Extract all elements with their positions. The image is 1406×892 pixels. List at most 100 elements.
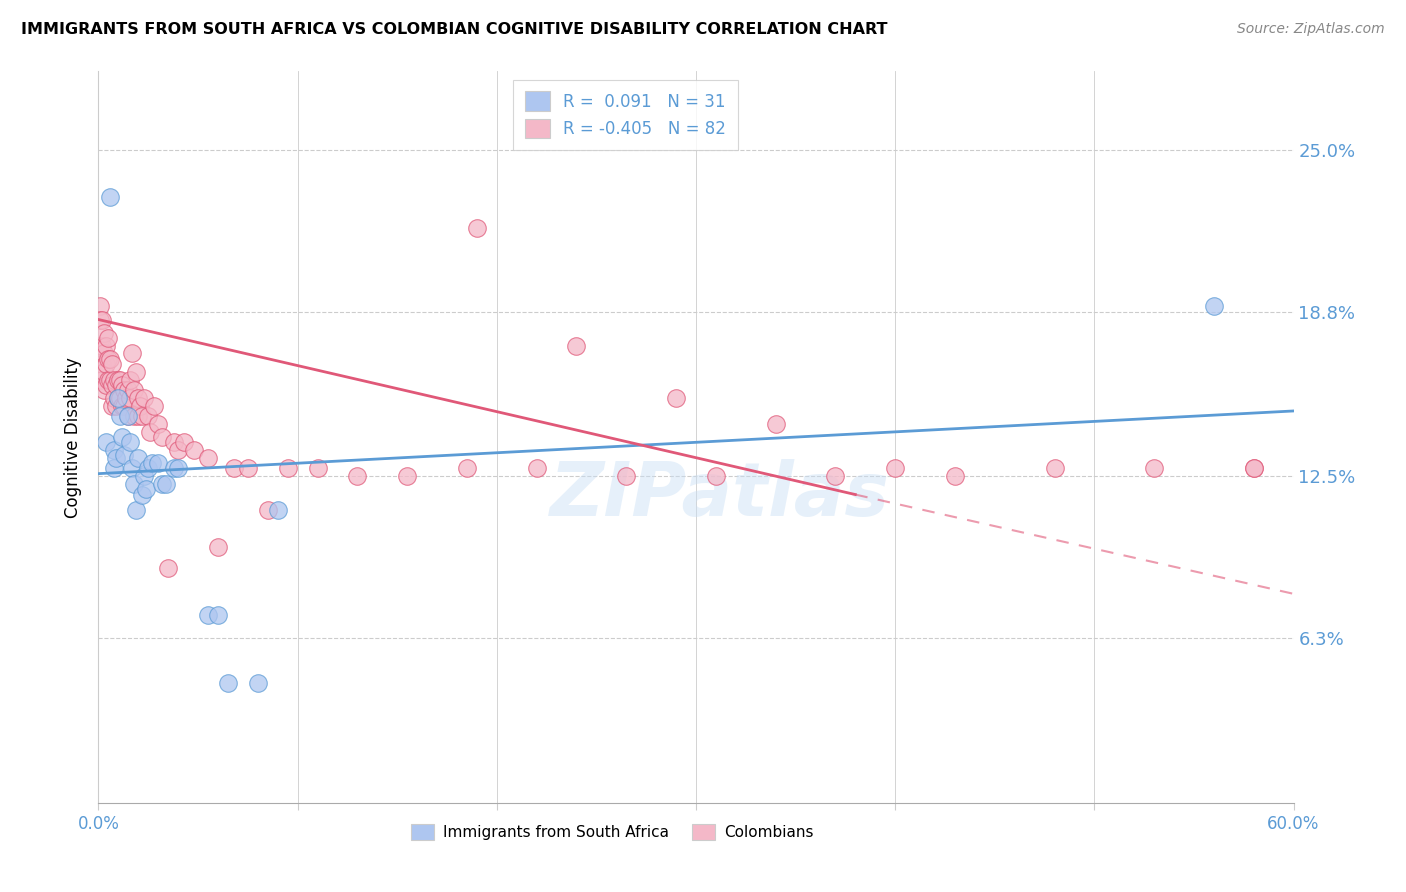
Point — [125, 503, 148, 517]
Point — [93, 346, 115, 360]
Point — [824, 469, 846, 483]
Point — [124, 477, 146, 491]
Point — [222, 461, 245, 475]
Point — [96, 357, 118, 371]
Point — [134, 469, 156, 483]
Point — [665, 391, 688, 405]
Point — [121, 461, 143, 475]
Point — [112, 383, 135, 397]
Point — [117, 409, 139, 424]
Text: ZIPatlas: ZIPatlas — [550, 459, 890, 533]
Point — [96, 339, 118, 353]
Point — [105, 377, 128, 392]
Point — [93, 365, 115, 379]
Point — [139, 425, 162, 439]
Point — [91, 357, 114, 371]
Point — [246, 675, 269, 690]
Point — [91, 373, 114, 387]
Point — [150, 477, 173, 491]
Point — [1202, 300, 1225, 314]
Point — [103, 461, 125, 475]
Point — [89, 300, 111, 314]
Point — [167, 461, 190, 475]
Point — [110, 409, 132, 424]
Point — [1243, 461, 1265, 475]
Point — [101, 399, 124, 413]
Point — [526, 461, 548, 475]
Point — [107, 391, 129, 405]
Point — [98, 190, 122, 204]
Point — [107, 373, 129, 387]
Point — [346, 469, 368, 483]
Point — [207, 540, 229, 554]
Point — [565, 339, 588, 353]
Point — [111, 399, 134, 413]
Point — [89, 312, 111, 326]
Point — [1243, 461, 1265, 475]
Point — [197, 450, 219, 465]
Point — [97, 331, 120, 345]
Point — [101, 377, 124, 392]
Point — [173, 435, 195, 450]
Legend: Immigrants from South Africa, Colombians: Immigrants from South Africa, Colombians — [405, 817, 820, 847]
Point — [765, 417, 787, 431]
Point — [89, 339, 111, 353]
Point — [136, 409, 159, 424]
Text: Source: ZipAtlas.com: Source: ZipAtlas.com — [1237, 22, 1385, 37]
Point — [110, 373, 132, 387]
Point — [121, 346, 143, 360]
Point — [943, 469, 966, 483]
Point — [120, 373, 142, 387]
Point — [135, 483, 157, 497]
Point — [111, 377, 134, 392]
Point — [143, 399, 166, 413]
Point — [456, 461, 478, 475]
Point — [91, 312, 114, 326]
Point — [155, 477, 177, 491]
Point — [157, 560, 180, 574]
Point — [96, 377, 118, 392]
Point — [167, 443, 190, 458]
Point — [105, 450, 128, 465]
Point — [163, 435, 186, 450]
Point — [1143, 461, 1166, 475]
Point — [465, 221, 488, 235]
Point — [103, 443, 125, 458]
Point — [127, 391, 149, 405]
Point — [277, 461, 299, 475]
Point — [127, 409, 149, 424]
Point — [134, 391, 156, 405]
Point — [136, 461, 159, 475]
Y-axis label: Cognitive Disability: Cognitive Disability — [65, 357, 83, 517]
Point — [93, 383, 115, 397]
Point — [110, 391, 132, 405]
Point — [107, 391, 129, 405]
Point — [103, 391, 125, 405]
Point — [115, 391, 138, 405]
Point — [614, 469, 637, 483]
Point — [105, 399, 128, 413]
Point — [236, 461, 259, 475]
Point — [120, 435, 142, 450]
Point — [96, 435, 118, 450]
Point — [704, 469, 727, 483]
Point — [197, 607, 219, 622]
Point — [1043, 461, 1066, 475]
Point — [163, 461, 186, 475]
Point — [125, 365, 148, 379]
Point — [148, 417, 170, 431]
Point — [97, 373, 120, 387]
Point — [141, 456, 163, 470]
Point — [307, 461, 329, 475]
Point — [148, 456, 170, 470]
Text: IMMIGRANTS FROM SOUTH AFRICA VS COLOMBIAN COGNITIVE DISABILITY CORRELATION CHART: IMMIGRANTS FROM SOUTH AFRICA VS COLOMBIA… — [21, 22, 887, 37]
Point — [101, 357, 124, 371]
Point — [131, 409, 153, 424]
Point — [129, 399, 152, 413]
Point — [124, 383, 146, 397]
Point — [124, 409, 146, 424]
Point — [111, 430, 134, 444]
Point — [93, 326, 115, 340]
Point — [150, 430, 173, 444]
Point — [127, 450, 149, 465]
